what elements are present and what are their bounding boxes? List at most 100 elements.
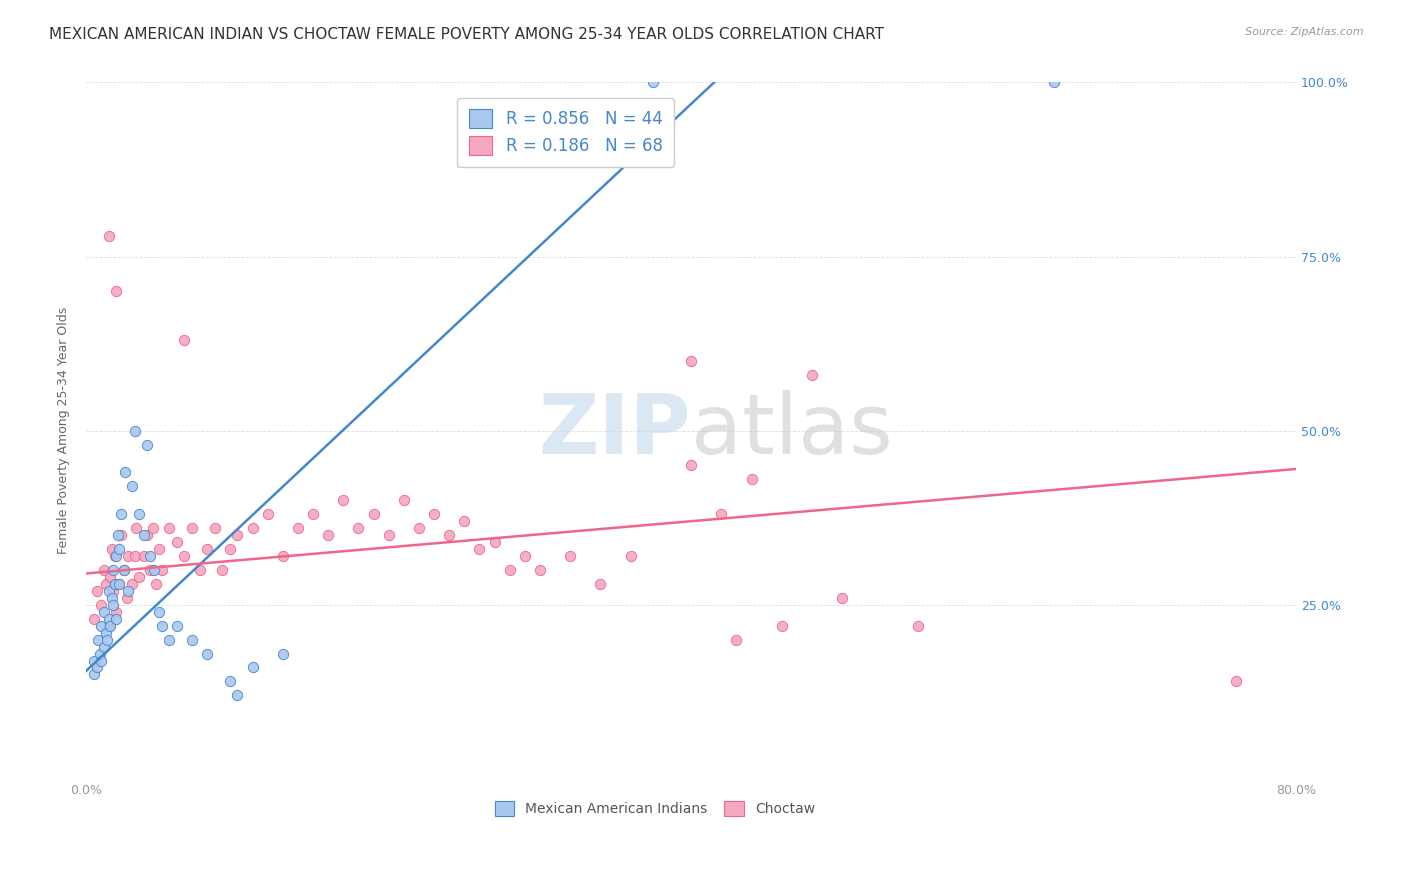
Point xyxy=(1043,75,1066,89)
Point xyxy=(620,549,643,563)
Text: ZIP: ZIP xyxy=(538,390,692,471)
Point xyxy=(86,583,108,598)
Point xyxy=(437,528,460,542)
Point xyxy=(87,632,110,647)
Point xyxy=(589,577,612,591)
Point xyxy=(710,508,733,522)
Point xyxy=(138,549,160,563)
Point xyxy=(124,549,146,563)
Point xyxy=(316,528,339,542)
Point xyxy=(468,542,491,557)
Point xyxy=(408,521,430,535)
Point xyxy=(86,660,108,674)
Point xyxy=(423,508,446,522)
Point xyxy=(142,521,165,535)
Point xyxy=(96,632,118,647)
Point xyxy=(105,605,128,619)
Point xyxy=(124,424,146,438)
Point xyxy=(135,437,157,451)
Point xyxy=(157,521,180,535)
Point xyxy=(363,508,385,522)
Point xyxy=(97,618,120,632)
Point xyxy=(121,479,143,493)
Point xyxy=(1225,674,1247,689)
Point xyxy=(94,625,117,640)
Point xyxy=(132,528,155,542)
Point xyxy=(195,647,218,661)
Point xyxy=(218,542,240,557)
Point xyxy=(101,542,124,557)
Point xyxy=(242,521,264,535)
Point xyxy=(148,605,170,619)
Point xyxy=(529,563,551,577)
Point xyxy=(173,549,195,563)
Point xyxy=(115,591,138,605)
Point xyxy=(107,528,129,542)
Point xyxy=(112,563,135,577)
Point xyxy=(218,674,240,689)
Point xyxy=(271,647,294,661)
Point xyxy=(90,598,112,612)
Point xyxy=(128,570,150,584)
Point xyxy=(93,563,115,577)
Point xyxy=(93,605,115,619)
Point xyxy=(256,508,278,522)
Point xyxy=(105,285,128,299)
Point xyxy=(97,583,120,598)
Point xyxy=(150,563,173,577)
Point xyxy=(643,75,665,89)
Point xyxy=(83,667,105,681)
Point xyxy=(188,563,211,577)
Point xyxy=(105,612,128,626)
Point xyxy=(103,598,125,612)
Point xyxy=(181,521,204,535)
Point xyxy=(114,466,136,480)
Point xyxy=(112,563,135,577)
Point xyxy=(98,618,121,632)
Point xyxy=(226,528,249,542)
Point xyxy=(90,653,112,667)
Text: atlas: atlas xyxy=(692,390,893,471)
Point xyxy=(145,577,167,591)
Point xyxy=(332,493,354,508)
Text: Source: ZipAtlas.com: Source: ZipAtlas.com xyxy=(1246,27,1364,37)
Point xyxy=(103,583,125,598)
Point xyxy=(741,472,763,486)
Point xyxy=(108,577,131,591)
Y-axis label: Female Poverty Among 25-34 Year Olds: Female Poverty Among 25-34 Year Olds xyxy=(58,307,70,554)
Point xyxy=(157,632,180,647)
Point xyxy=(725,632,748,647)
Point xyxy=(287,521,309,535)
Point xyxy=(83,653,105,667)
Point xyxy=(128,508,150,522)
Point xyxy=(831,591,853,605)
Point xyxy=(101,591,124,605)
Point xyxy=(173,333,195,347)
Point xyxy=(498,563,520,577)
Point xyxy=(94,577,117,591)
Point xyxy=(125,521,148,535)
Point xyxy=(117,583,139,598)
Point xyxy=(83,612,105,626)
Point xyxy=(89,647,111,661)
Point xyxy=(166,618,188,632)
Point xyxy=(558,549,581,563)
Point xyxy=(97,228,120,243)
Point xyxy=(150,618,173,632)
Point xyxy=(121,577,143,591)
Point xyxy=(347,521,370,535)
Point xyxy=(135,528,157,542)
Point xyxy=(103,563,125,577)
Point xyxy=(392,493,415,508)
Point xyxy=(143,563,166,577)
Point xyxy=(226,689,249,703)
Point xyxy=(484,535,506,549)
Point xyxy=(181,632,204,647)
Point xyxy=(108,542,131,557)
Point xyxy=(97,612,120,626)
Point xyxy=(242,660,264,674)
Point xyxy=(104,577,127,591)
Point xyxy=(377,528,399,542)
Point xyxy=(110,528,132,542)
Point xyxy=(453,514,475,528)
